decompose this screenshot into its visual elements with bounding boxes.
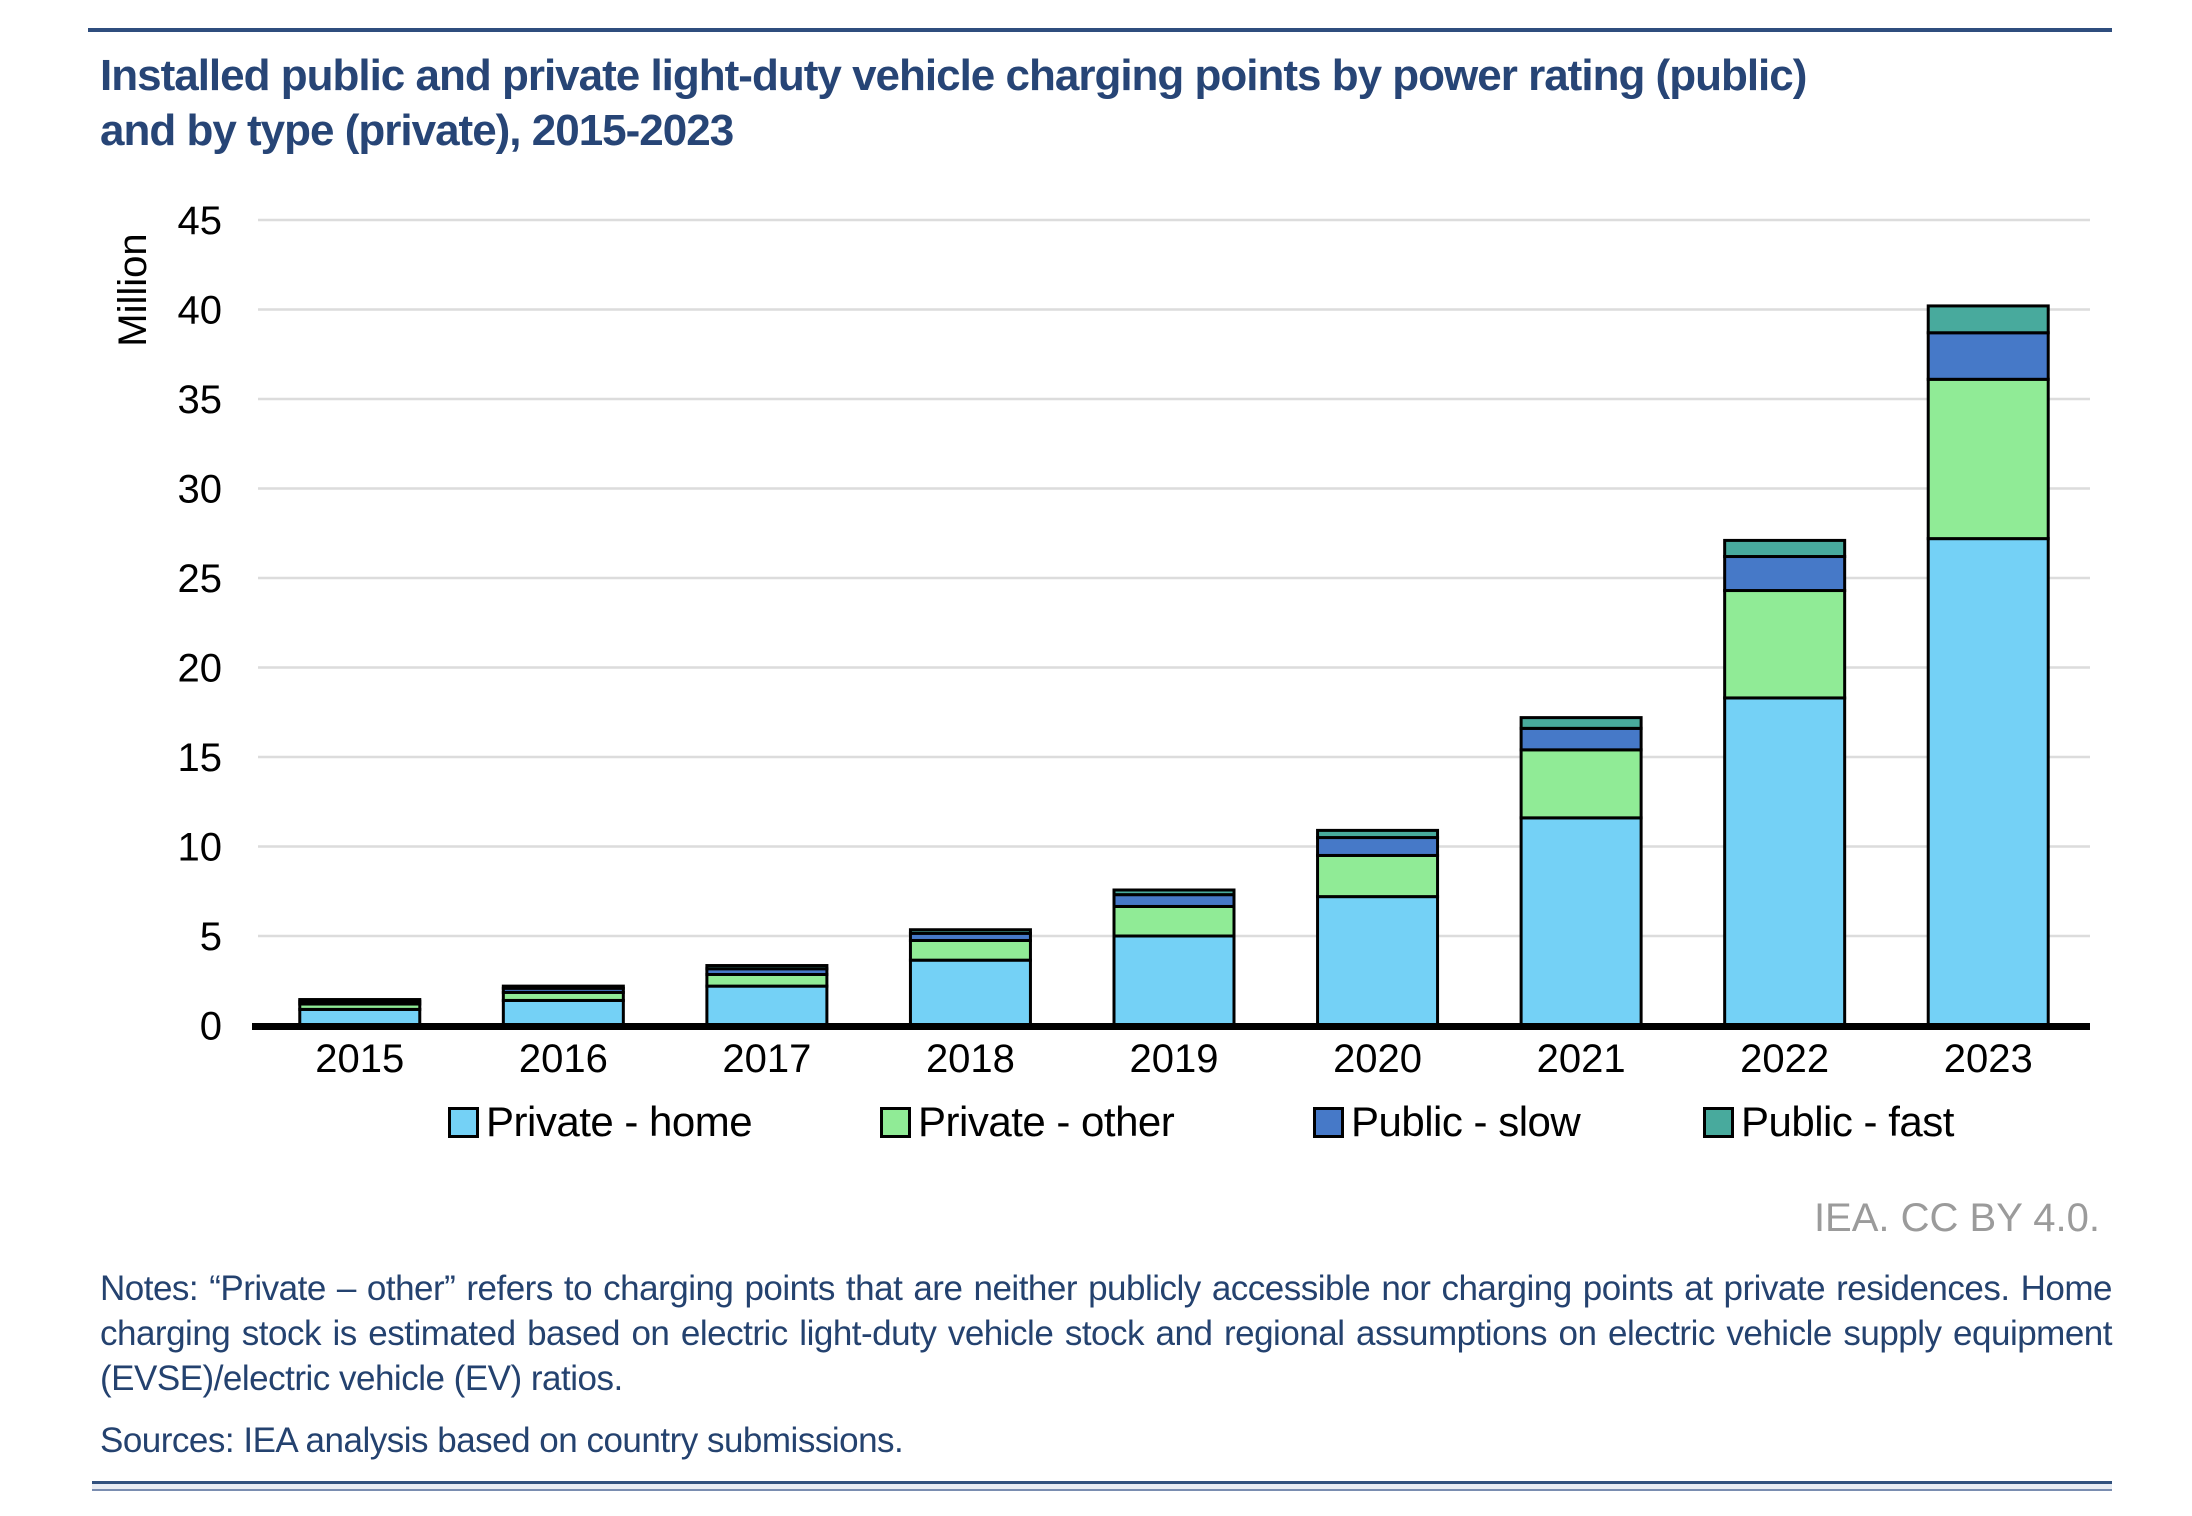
y-tick-label-5: 5 [200, 915, 222, 959]
bottom-divider-rule [92, 1481, 2112, 1491]
x-tick-label-2015: 2015 [315, 1037, 404, 1081]
top-divider-rule [88, 28, 2112, 32]
stacked-bar-chart: 0 5 10 15 20 25 30 35 40 45 Million 2015 2016 2017 201… [111, 199, 2090, 1081]
bar-segment-public-fast-2015 [298, 998, 422, 1003]
bar-segment-public-fast-2019 [1112, 888, 1236, 897]
bar-segment-public-fast-2021 [1519, 716, 1643, 730]
bar-segment-private-home-2021 [1519, 816, 1643, 1027]
y-axis-title: Million [111, 233, 155, 346]
y-tick-label-30: 30 [178, 468, 223, 512]
y-tick-label-10: 10 [178, 826, 223, 870]
x-tick-label-2017: 2017 [722, 1037, 811, 1081]
y-tick-label-45: 45 [178, 199, 223, 243]
x-tick-label-2020: 2020 [1333, 1037, 1422, 1081]
bar-segment-public-slow-2023 [1926, 331, 2050, 381]
bar-segment-public-fast-2017 [705, 964, 829, 971]
bar-segment-public-fast-2018 [908, 928, 1032, 935]
chart-notes: Notes: “Private – other” refers to charg… [100, 1269, 2113, 1398]
legend-label: Public - fast [1741, 1098, 1954, 1145]
bar-segment-private-home-2020 [1316, 895, 1440, 1027]
x-tick-label-2023: 2023 [1944, 1037, 2033, 1081]
bar-segment-public-slow-2020 [1316, 836, 1440, 857]
legend-item-public-fast: Public - fast [1703, 1098, 1954, 1145]
chart-legend: Private - home Private - other Public - … [0, 1098, 2192, 1148]
bar-segment-private-home-2023 [1926, 537, 2050, 1027]
bar-segment-public-slow-2019 [1112, 893, 1236, 908]
bar-segment-private-other-2017 [705, 972, 829, 988]
chart-title-line1: Installed public and private light-duty … [100, 51, 1807, 100]
license-attribution: IEA. CC BY 4.0. [1813, 1196, 2100, 1240]
bar-segment-public-fast-2022 [1723, 538, 1847, 559]
bar-segment-private-other-2022 [1723, 589, 1847, 700]
chart-title-line2: and by type (private), 2015-2023 [100, 106, 734, 155]
x-tick-label-2021: 2021 [1537, 1037, 1626, 1081]
y-tick-label-40: 40 [178, 289, 223, 333]
bar-segment-private-home-2022 [1723, 696, 1847, 1027]
legend-label: Public - slow [1351, 1098, 1581, 1145]
chart-sources: Sources: IEA analysis based on country s… [100, 1421, 904, 1460]
x-tick-label-2019: 2019 [1130, 1037, 1219, 1081]
y-tick-label-35: 35 [178, 378, 223, 422]
bar-segment-private-home-2017 [705, 984, 829, 1027]
y-tick-label-15: 15 [178, 736, 223, 780]
x-tick-label-2016: 2016 [519, 1037, 608, 1081]
legend-swatch-private-home [448, 1106, 479, 1138]
legend-swatch-public-slow [1313, 1106, 1344, 1138]
legend-swatch-private-other [880, 1106, 911, 1138]
bar-segment-private-home-2018 [908, 958, 1032, 1027]
legend-label: Private - other [918, 1098, 1175, 1145]
bar-segment-private-other-2018 [908, 938, 1032, 962]
y-tick-label-20: 20 [178, 647, 223, 691]
bar-segment-public-slow-2022 [1723, 555, 1847, 593]
bar-segment-private-other-2023 [1926, 377, 2050, 541]
y-tick-label-0: 0 [200, 1005, 222, 1049]
legend-label: Private - home [486, 1098, 753, 1145]
legend-swatch-public-fast [1703, 1106, 1734, 1138]
chart-title: Installed public and private light-duty … [100, 48, 2090, 158]
bar-segment-public-fast-2020 [1316, 828, 1440, 840]
bar-segment-public-fast-2023 [1926, 304, 2050, 335]
bar-segment-public-fast-2016 [501, 984, 625, 990]
bar-segment-private-home-2019 [1112, 934, 1236, 1027]
bar-segment-private-home-2016 [501, 998, 625, 1028]
x-tick-label-2022: 2022 [1740, 1037, 1829, 1081]
legend-item-public-slow: Public - slow [1313, 1098, 1581, 1145]
bar-segment-private-other-2020 [1316, 853, 1440, 899]
y-tick-label-25: 25 [178, 557, 223, 601]
bar-segment-private-other-2019 [1112, 904, 1236, 938]
legend-item-private-home: Private - home [448, 1098, 753, 1145]
bar-segment-private-other-2021 [1519, 748, 1643, 820]
bar-segment-public-slow-2021 [1519, 726, 1643, 752]
x-tick-label-2018: 2018 [926, 1037, 1015, 1081]
legend-item-private-other: Private - other [880, 1098, 1175, 1145]
